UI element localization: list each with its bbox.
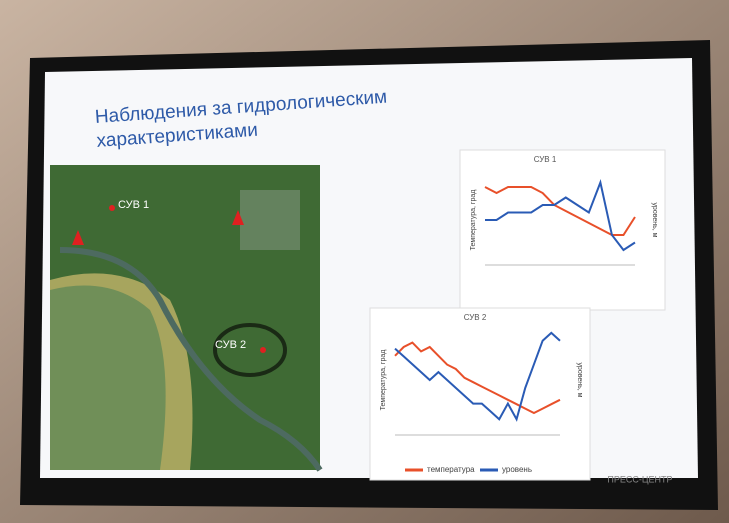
y2-axis-label: уровень, м <box>576 363 583 398</box>
map-label: СУВ 1 <box>118 199 149 211</box>
chart-title: СУВ 1 <box>534 155 557 164</box>
footer: ПРЕСС-ЦЕНТР <box>607 474 672 484</box>
series-line <box>485 179 636 252</box>
series-line <box>484 186 636 236</box>
series-line <box>394 331 561 422</box>
y-axis-label: Температура, град <box>380 350 387 411</box>
map-label: СУВ 2 <box>215 339 246 351</box>
chart-frame <box>369 307 591 481</box>
legend-label: температура <box>427 465 475 474</box>
satellite-map: СУВ 1 СУВ 2 <box>50 165 323 472</box>
legend-label: уровень <box>502 465 532 474</box>
chart-frame <box>459 149 666 311</box>
series-line <box>394 341 561 415</box>
y2-axis-label: уровень, м <box>651 203 658 238</box>
y-axis-label: Температура, град <box>470 190 477 251</box>
chart-title: СУВ 2 <box>464 313 487 322</box>
